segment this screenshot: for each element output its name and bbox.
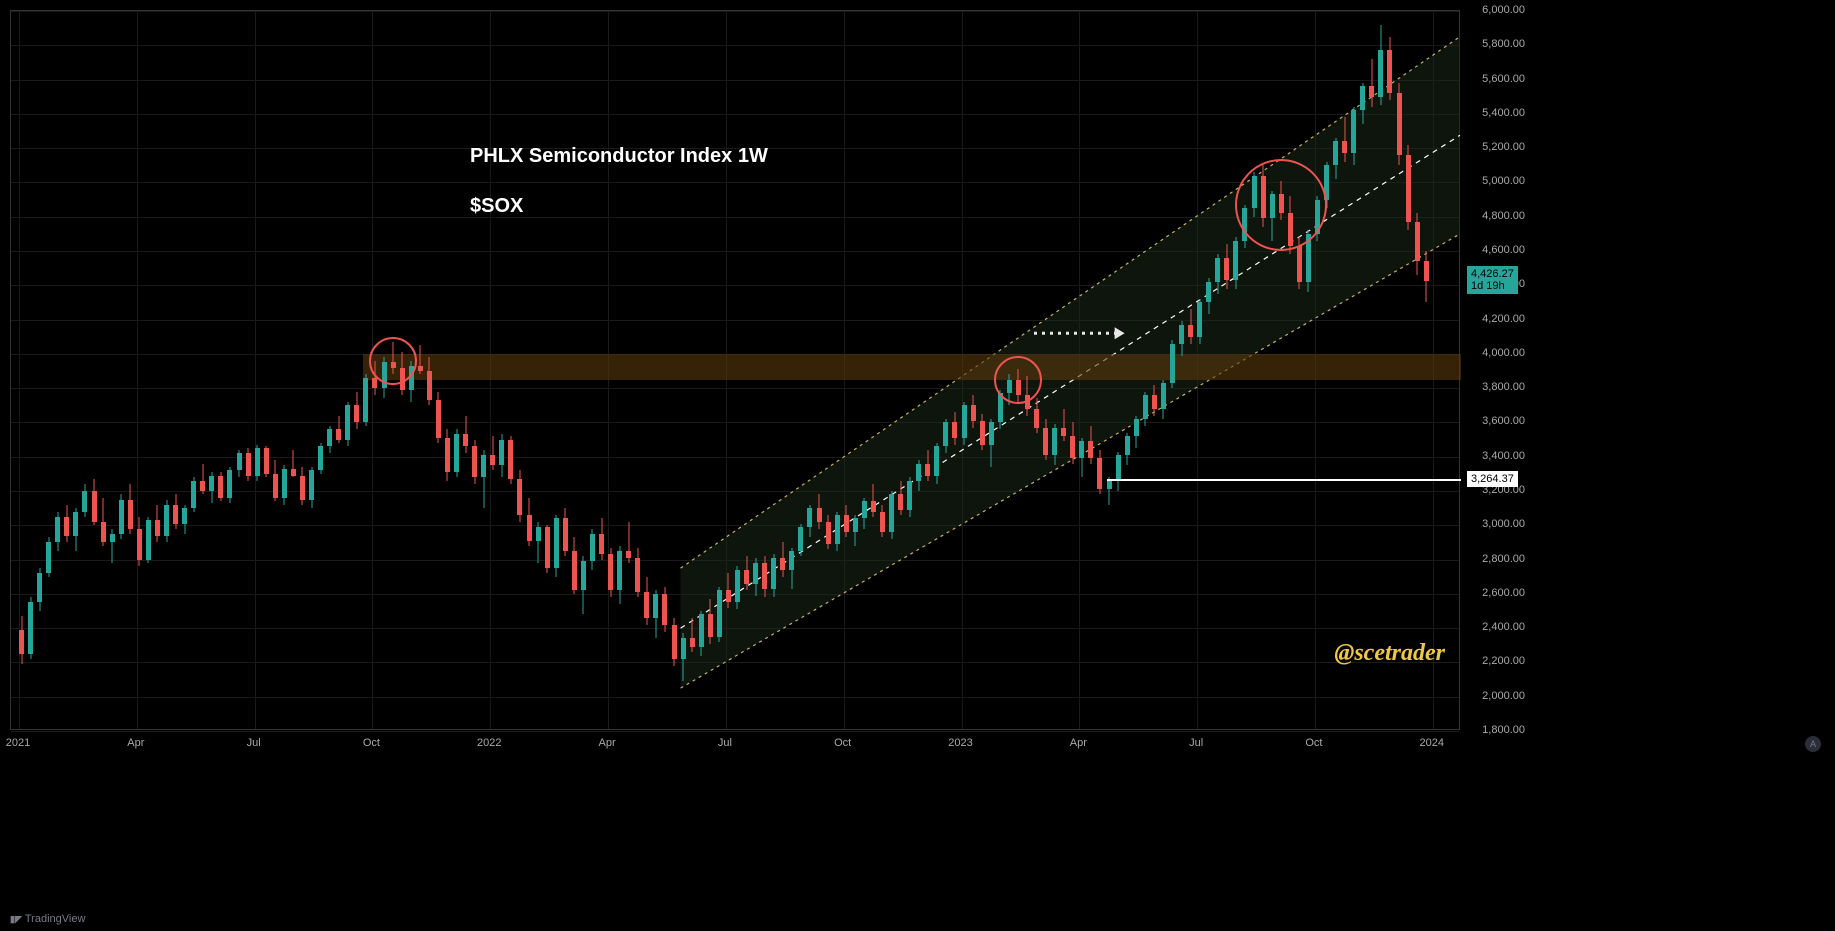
x-tick-label: Oct xyxy=(1305,737,1322,749)
hline-price-label: 3,264.37 xyxy=(1467,471,1518,487)
gridline-h xyxy=(11,422,1459,423)
gridline-h xyxy=(11,285,1459,286)
gridline-h xyxy=(11,731,1459,732)
support-zone xyxy=(363,354,1461,380)
y-tick-label: 4,800.00 xyxy=(1482,210,1525,222)
chart-title: PHLX Semiconductor Index 1W xyxy=(470,145,768,168)
y-tick-label: 2,600.00 xyxy=(1482,587,1525,599)
x-axis[interactable]: 2021AprJulOct2022AprJulOct2023AprJulOct2… xyxy=(10,735,1460,755)
gridline-h xyxy=(11,628,1459,629)
x-tick-label: Oct xyxy=(834,737,851,749)
auto-scale-badge[interactable]: A xyxy=(1805,736,1821,752)
x-tick-label: 2021 xyxy=(6,737,30,749)
chart-container: 1,800.00 2,000.00 2,200.00 2,400.00 2,600.00… xyxy=(0,0,1835,931)
gridline-h xyxy=(11,525,1459,526)
y-tick-label: 5,200.00 xyxy=(1482,141,1525,153)
circle-marker xyxy=(994,356,1042,404)
y-tick-label: 2,000.00 xyxy=(1482,690,1525,702)
support-line xyxy=(1107,479,1462,481)
y-tick-label: 1,800.00 xyxy=(1482,724,1525,736)
y-tick-label: 2,800.00 xyxy=(1482,553,1525,565)
gridline-h xyxy=(11,697,1459,698)
gridline-h xyxy=(11,80,1459,81)
y-tick-label: 4,000.00 xyxy=(1482,347,1525,359)
x-tick-label: Apr xyxy=(1070,737,1087,749)
y-tick-label: 3,600.00 xyxy=(1482,415,1525,427)
gridline-h xyxy=(11,114,1459,115)
y-tick-label: 5,000.00 xyxy=(1482,175,1525,187)
gridline-h xyxy=(11,251,1459,252)
y-tick-label: 2,200.00 xyxy=(1482,655,1525,667)
gridline-h xyxy=(11,457,1459,458)
tv-logo-icon: ▮◤ xyxy=(10,914,22,924)
current-price-label: 4,426.271d 19h xyxy=(1467,266,1518,294)
y-tick-label: 5,400.00 xyxy=(1482,107,1525,119)
x-tick-label: Oct xyxy=(363,737,380,749)
x-tick-label: 2024 xyxy=(1420,737,1444,749)
y-tick-label: 3,800.00 xyxy=(1482,381,1525,393)
x-tick-label: Jul xyxy=(247,737,261,749)
gridline-v xyxy=(255,11,256,729)
y-axis[interactable]: 1,800.002,000.002,200.002,400.002,600.00… xyxy=(1465,10,1525,730)
gridline-h xyxy=(11,388,1459,389)
y-tick-label: 3,000.00 xyxy=(1482,518,1525,530)
gridline-h xyxy=(11,320,1459,321)
x-tick-label: 2023 xyxy=(948,737,972,749)
x-tick-label: Jul xyxy=(718,737,732,749)
y-tick-label: 2,400.00 xyxy=(1482,621,1525,633)
y-tick-label: 6,000.00 xyxy=(1482,4,1525,16)
x-tick-label: Apr xyxy=(599,737,616,749)
watermark: @scetrader xyxy=(1334,640,1445,667)
x-tick-label: Apr xyxy=(127,737,144,749)
tradingview-brand: ▮◤TradingView xyxy=(10,913,85,925)
gridline-h xyxy=(11,662,1459,663)
plot-area[interactable] xyxy=(10,10,1460,730)
y-tick-label: 4,600.00 xyxy=(1482,244,1525,256)
y-tick-label: 4,200.00 xyxy=(1482,313,1525,325)
x-tick-label: Jul xyxy=(1189,737,1203,749)
circle-marker xyxy=(1235,159,1327,251)
x-tick-label: 2022 xyxy=(477,737,501,749)
gridline-h xyxy=(11,560,1459,561)
y-tick-label: 5,600.00 xyxy=(1482,73,1525,85)
gridline-h xyxy=(11,11,1459,12)
y-tick-label: 3,400.00 xyxy=(1482,450,1525,462)
circle-marker xyxy=(369,337,417,385)
y-tick-label: 5,800.00 xyxy=(1482,38,1525,50)
chart-ticker: $SOX xyxy=(470,195,523,218)
gridline-v xyxy=(137,11,138,729)
gridline-v xyxy=(19,11,20,729)
gridline-h xyxy=(11,45,1459,46)
